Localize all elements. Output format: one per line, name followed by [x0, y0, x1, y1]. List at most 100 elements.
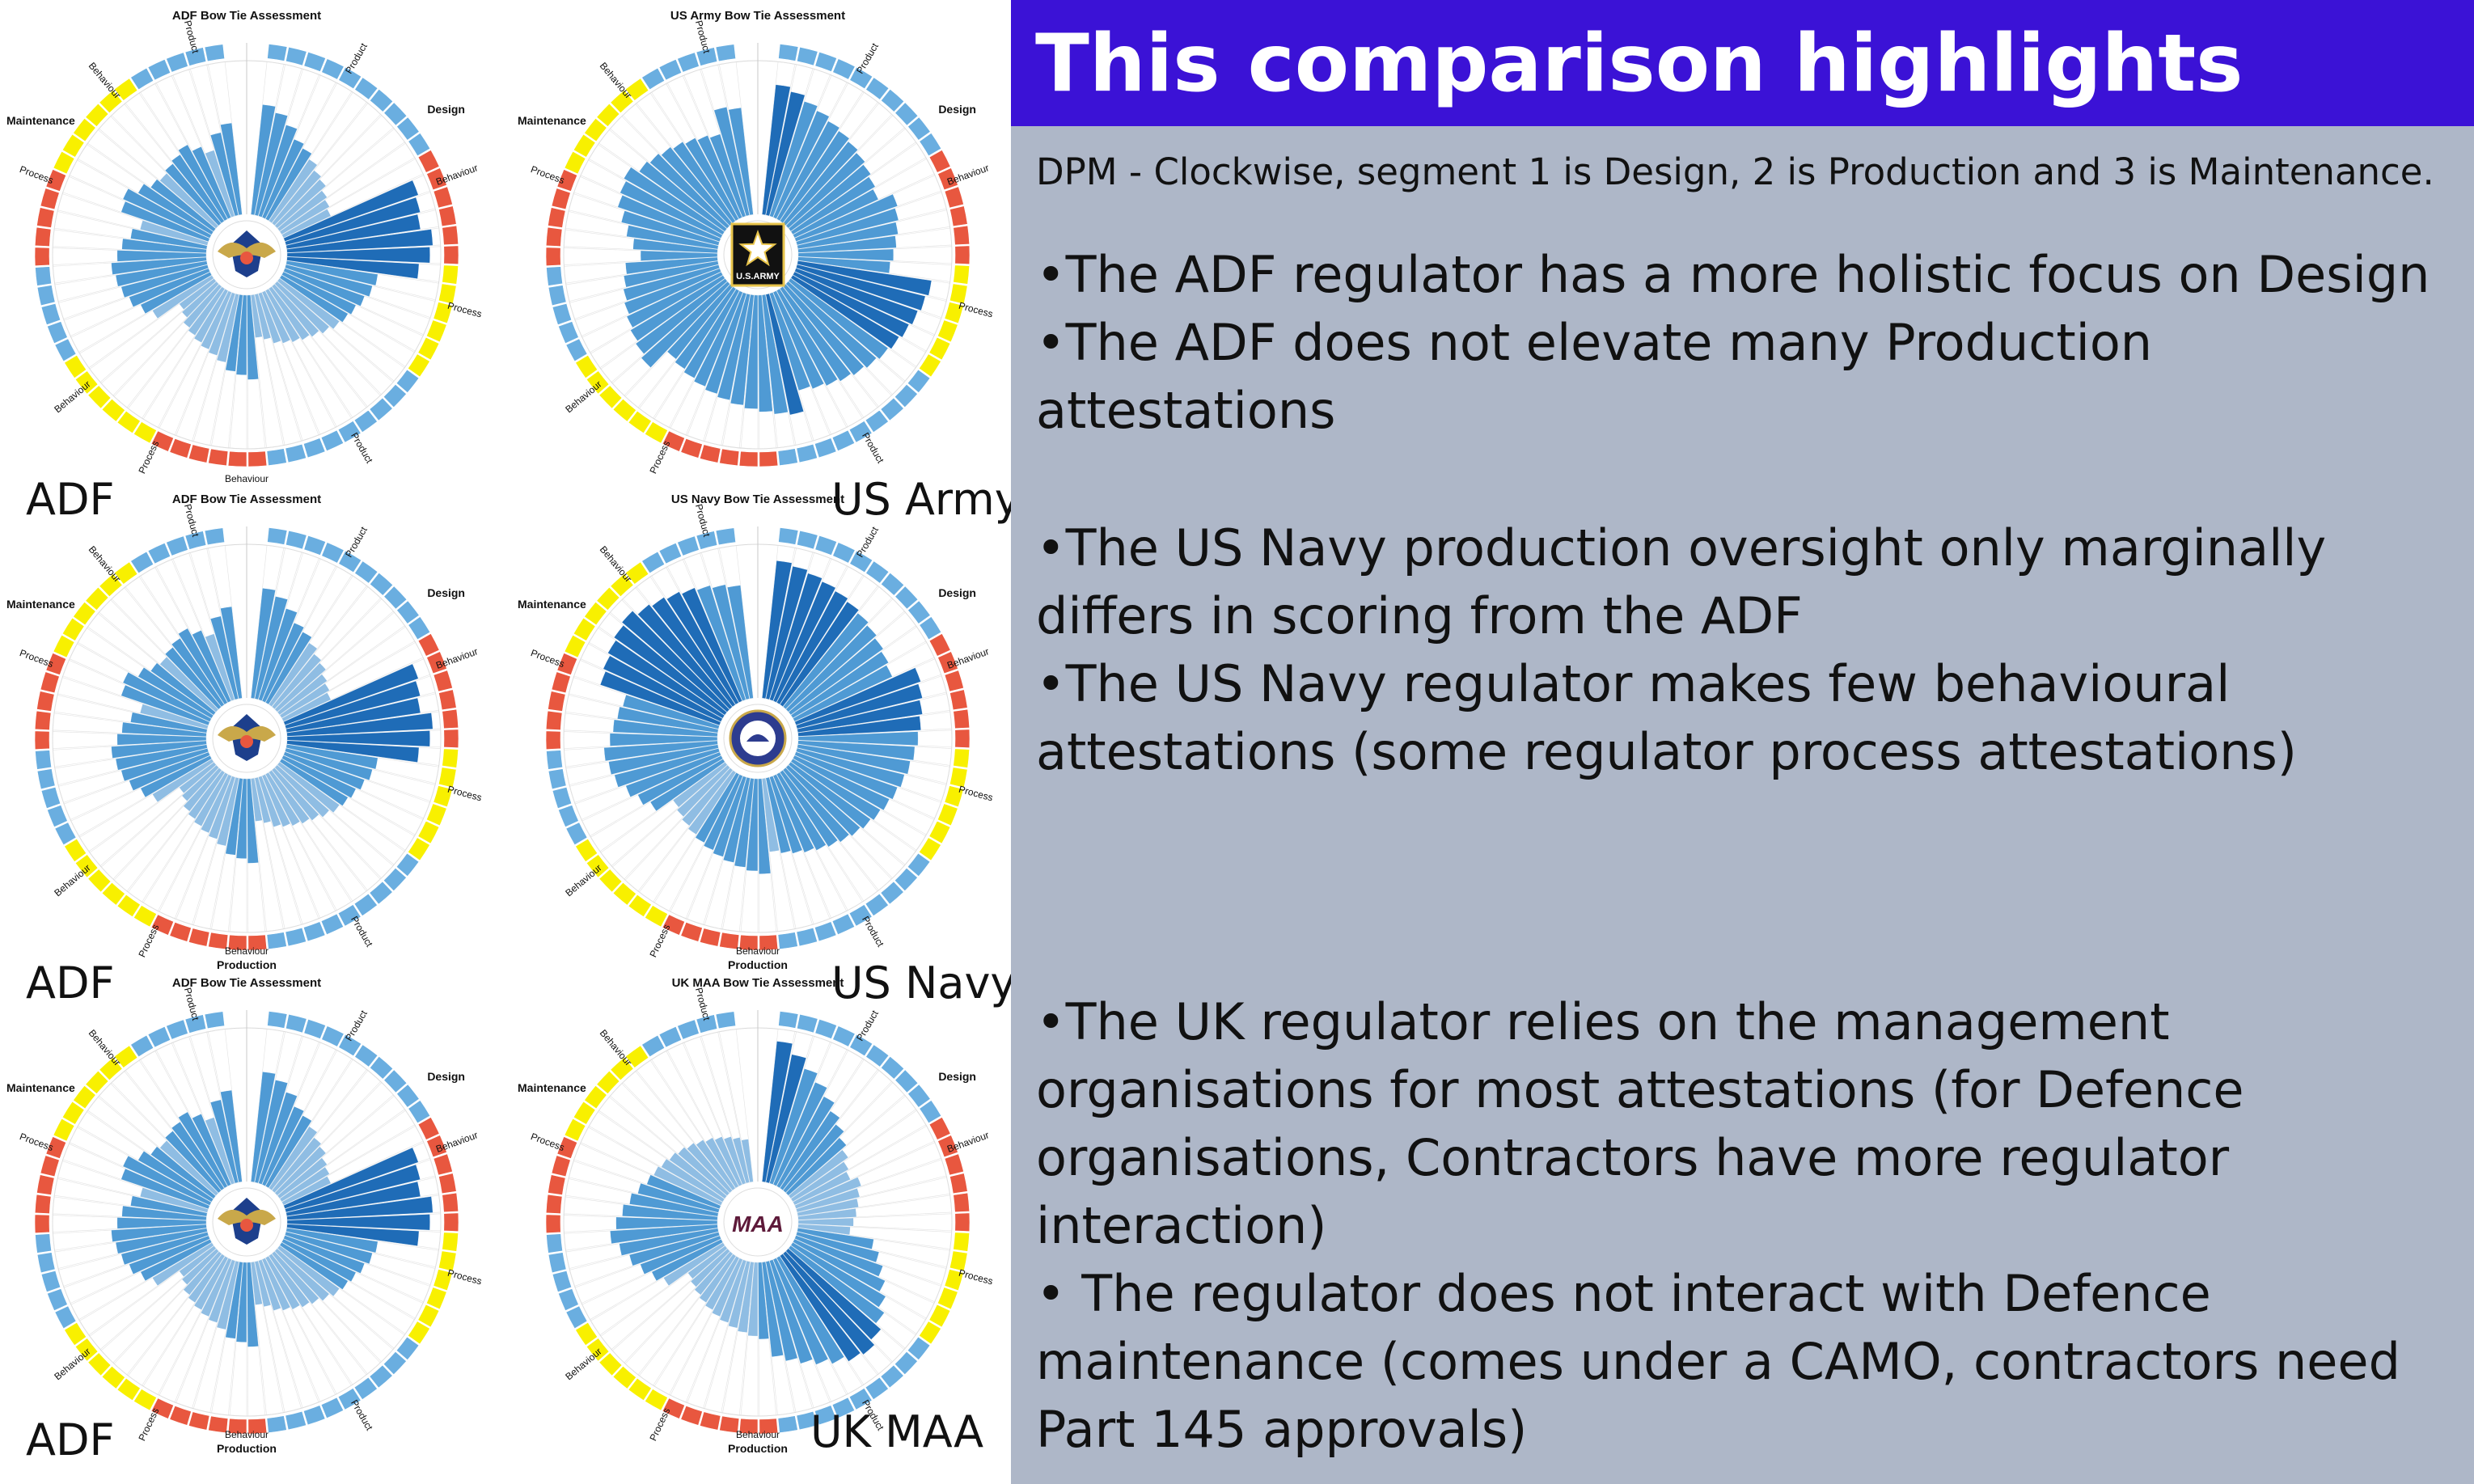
ring-segment: [944, 1269, 964, 1292]
chart-bar: [281, 209, 332, 239]
charts-panel: ADF Bow Tie Assessment Design Maintenance B…: [0, 0, 1021, 1484]
chart-bar: [286, 229, 433, 253]
chart-bar: [649, 153, 730, 229]
ring-segment: [552, 1270, 573, 1293]
segment-sublabel-bottom: Behaviour: [736, 1429, 780, 1440]
ring-segment: [680, 1405, 703, 1426]
ring-segment: [662, 430, 685, 452]
ring-segment: [556, 169, 578, 192]
ring-segment: [133, 421, 157, 444]
chart-bar: [258, 608, 298, 701]
chart-bar: [769, 573, 823, 701]
segment-sublabel: Process: [647, 1406, 672, 1443]
ring-segment: [114, 78, 138, 101]
slide-title: This comparison highlights: [1035, 18, 2244, 110]
segment-sublabel: Product: [854, 1008, 881, 1042]
chart-bar: [793, 665, 893, 722]
maa-logo-icon: [730, 1211, 785, 1235]
chart-bar: [285, 1228, 379, 1254]
segment-sublabel: Behaviour: [52, 862, 92, 898]
chart-cell-uk-maa: UK MAA Bow Tie Assessment Design Maintenan…: [511, 967, 1004, 1457]
chart-bar: [271, 653, 322, 710]
chart-bar: [699, 1254, 737, 1303]
ring-segment: [954, 729, 971, 749]
chart-bar: [780, 1110, 840, 1190]
segment-sublabel: Behaviour: [945, 162, 991, 188]
ring-segment: [208, 448, 229, 467]
ring-segment: [438, 1250, 457, 1272]
ring-segment: [558, 321, 579, 345]
segment-sublabel: Behaviour: [434, 645, 480, 671]
chart-bar: [772, 1081, 827, 1186]
ring-segment: [204, 527, 225, 546]
ring-segment: [87, 385, 112, 409]
ring-segment: [34, 247, 50, 267]
chart-bar: [283, 751, 366, 790]
chart-bar: [607, 640, 725, 719]
chart-bar: [205, 1117, 235, 1186]
org-label-us-navy: US Navy: [831, 958, 1017, 1008]
chart-bar: [140, 1239, 213, 1282]
ring-segment: [147, 58, 171, 81]
emblem-text: MAA: [732, 1211, 784, 1237]
chart-bar: [254, 596, 288, 700]
chart-bar: [171, 1121, 225, 1191]
ring-segment: [564, 634, 586, 658]
ring-segment: [303, 535, 327, 556]
ring-segment: [99, 1057, 123, 1081]
chart-bar: [178, 144, 228, 222]
ring-segment: [34, 226, 52, 247]
chart-bar: [769, 1259, 814, 1364]
chart-bar: [615, 1216, 718, 1230]
chart-bar: [129, 1235, 210, 1275]
chart-bar: [785, 1248, 882, 1340]
adf-wings-icon: [218, 1209, 276, 1225]
chart-bar: [254, 776, 272, 824]
ring-segment: [954, 245, 971, 265]
chart-bar: [637, 1182, 720, 1213]
chart-bar: [216, 1260, 239, 1330]
chart-bar: [765, 776, 791, 854]
ring-segment: [953, 1232, 970, 1252]
ring-segment: [54, 338, 77, 362]
ring-segment: [442, 1192, 459, 1213]
chart-bar: [247, 1262, 259, 1347]
radial-chart-adf-2: ADF Bow Tie Assessment Design Maintenance P…: [6, 493, 483, 969]
ring-segment: [848, 421, 873, 443]
ring-segment: [116, 1377, 141, 1402]
segment-sublabel: Process: [647, 923, 672, 959]
ring-segment: [907, 1084, 931, 1108]
ring-segment: [918, 353, 941, 378]
ring-segment: [407, 1321, 430, 1345]
chart-bar: [150, 1146, 217, 1199]
ring-segment: [303, 51, 327, 72]
ring-segment: [408, 616, 431, 641]
chart-bar: [769, 292, 811, 391]
chart-bar: [111, 740, 207, 759]
ring-segment: [36, 285, 56, 307]
highlights-panel: This comparison highlights DPM - Clockwi…: [1011, 0, 2474, 1484]
chart-bar: [697, 134, 742, 220]
chart-bar: [614, 748, 721, 788]
ring-segment: [953, 748, 970, 768]
ring-segment: [677, 535, 700, 556]
chart-bar: [772, 110, 830, 219]
ring-segment: [759, 934, 779, 951]
ring-segment: [320, 913, 345, 935]
chart-bar: [797, 1208, 857, 1220]
chart-bar: [258, 1259, 281, 1311]
chart-bar: [797, 222, 899, 250]
ring-segment: [438, 1173, 457, 1194]
ring-segment: [848, 1388, 873, 1410]
ring-segment: [865, 560, 890, 584]
chart-bar: [626, 272, 724, 328]
chart-bar: [261, 1106, 305, 1186]
org-label-uk-maa: UK MAA: [810, 1406, 984, 1457]
ring-segment: [353, 1376, 378, 1400]
ring-segment: [919, 1100, 942, 1124]
chart-bar: [790, 758, 881, 821]
chart-bar: [271, 170, 322, 226]
chart-bar: [622, 694, 720, 729]
chart-bar: [728, 107, 754, 216]
ring-segment: [74, 854, 99, 878]
